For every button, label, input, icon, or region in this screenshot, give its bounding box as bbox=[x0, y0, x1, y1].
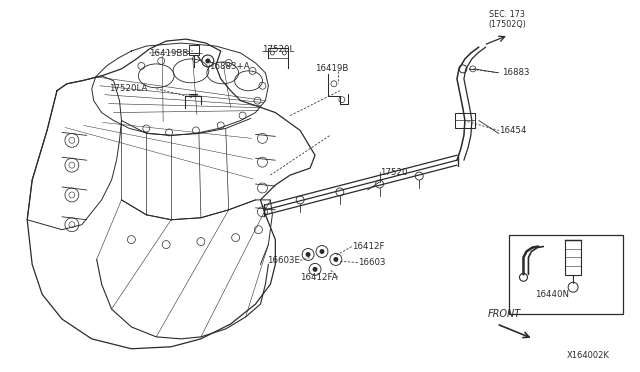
Text: 16883: 16883 bbox=[502, 68, 529, 77]
Text: 16454: 16454 bbox=[499, 126, 526, 135]
Text: FRONT: FRONT bbox=[488, 309, 521, 319]
Text: 16603E: 16603E bbox=[268, 256, 300, 265]
Circle shape bbox=[319, 249, 324, 254]
Circle shape bbox=[205, 58, 211, 63]
Bar bbox=[455, 113, 475, 128]
Text: 16603: 16603 bbox=[358, 258, 385, 267]
Text: 16883+A: 16883+A bbox=[209, 62, 250, 71]
Text: 17520L: 17520L bbox=[262, 45, 294, 54]
Text: 16440N: 16440N bbox=[535, 290, 569, 299]
Text: 16419BB: 16419BB bbox=[149, 48, 189, 58]
Text: 16419B: 16419B bbox=[315, 64, 348, 73]
Bar bbox=[189, 45, 199, 55]
Text: 16412FA: 16412FA bbox=[300, 273, 338, 282]
Circle shape bbox=[306, 252, 310, 257]
Bar bbox=[509, 235, 623, 314]
Text: 17520LA: 17520LA bbox=[109, 84, 147, 93]
Bar bbox=[565, 240, 581, 275]
Text: SEC. 173
(17502Q): SEC. 173 (17502Q) bbox=[489, 10, 527, 29]
Circle shape bbox=[333, 257, 339, 262]
Text: 16412F: 16412F bbox=[352, 242, 384, 251]
Text: X164002K: X164002K bbox=[566, 351, 609, 360]
Text: 17520: 17520 bbox=[380, 168, 407, 177]
Circle shape bbox=[312, 267, 317, 272]
